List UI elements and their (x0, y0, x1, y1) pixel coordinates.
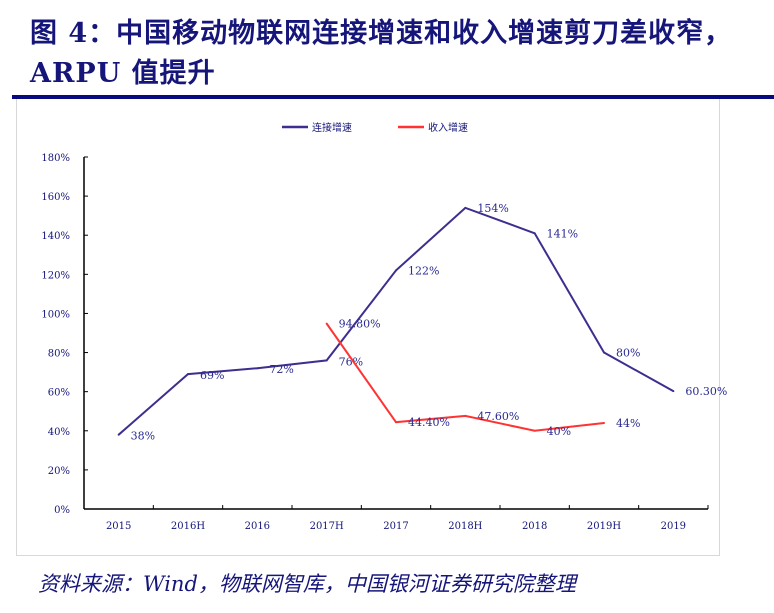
x-tick-label: 2016 (245, 521, 270, 532)
data-point (395, 421, 397, 424)
y-tick-label: 0% (54, 505, 70, 516)
data-label: 47.60% (477, 410, 519, 423)
data-point (603, 421, 605, 424)
data-label: 44.40% (408, 416, 450, 429)
y-tick-label: 20% (48, 466, 70, 477)
data-label: 141% (547, 227, 578, 240)
x-tick-label: 2017 (383, 521, 408, 532)
data-label: 94.80% (339, 318, 381, 331)
data-point (603, 351, 605, 354)
data-point (117, 433, 120, 436)
x-tick-label: 2019H (587, 521, 621, 532)
x-tick-label: 2018H (448, 521, 482, 532)
data-point (395, 269, 397, 272)
x-tick-label: 2015 (106, 521, 131, 532)
source-note: 资料来源：Wind，物联网智库，中国银河证券研究院整理 (38, 572, 576, 596)
data-label: 69% (200, 369, 224, 382)
data-label: 122% (408, 264, 439, 277)
legend-label: 连接增速 (312, 121, 352, 134)
data-label: 72% (269, 363, 293, 376)
series-line-0 (118, 206, 674, 436)
data-label: 80% (616, 347, 640, 360)
data-point (325, 359, 328, 362)
data-label: 40% (547, 425, 571, 438)
data-point (533, 429, 536, 432)
legend-label: 收入增速 (428, 121, 468, 134)
data-label: 154% (477, 202, 508, 215)
data-point (256, 367, 259, 370)
x-tick-label: 2019 (661, 521, 686, 532)
y-tick-label: 180% (41, 153, 70, 164)
y-tick-label: 40% (48, 427, 70, 438)
series-line-1 (325, 323, 605, 432)
data-point (533, 232, 536, 235)
y-tick-label: 120% (41, 270, 70, 281)
x-tick-label: 2018 (522, 521, 547, 532)
title-rule (12, 95, 774, 99)
figure-title: 图 4：中国移动物联网连接增速和收入增速剪刀差收窄，ARPU 值提升 (30, 18, 733, 89)
x-tick-label: 2016H (171, 521, 205, 532)
x-tick-label: 2017H (310, 521, 344, 532)
y-tick-label: 160% (41, 192, 70, 203)
data-point (325, 322, 328, 325)
data-point (187, 373, 189, 376)
chart-frame (16, 99, 720, 556)
y-tick-label: 80% (48, 349, 70, 360)
y-tick-label: 100% (41, 309, 70, 320)
y-tick-label: 60% (48, 388, 70, 399)
data-point (464, 206, 467, 209)
data-label: 44% (616, 417, 640, 430)
y-tick-label: 140% (41, 231, 70, 242)
data-label: 38% (131, 430, 155, 443)
data-point (672, 390, 675, 393)
data-point (464, 414, 467, 417)
data-label: 60.30% (685, 385, 727, 398)
